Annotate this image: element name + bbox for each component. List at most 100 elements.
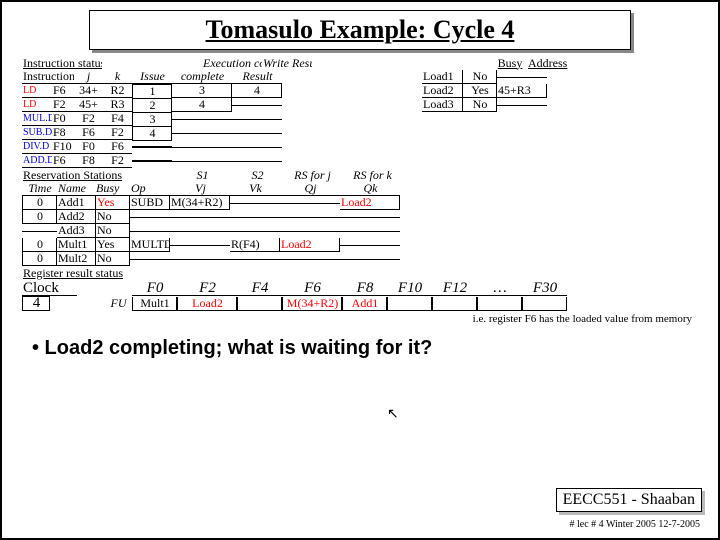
instr-write [232, 105, 282, 106]
load1-name: Load1 [422, 70, 462, 84]
rs-qk [340, 231, 400, 232]
instr-k: R2 [102, 84, 132, 98]
instr-issue: 4 [132, 126, 172, 141]
reg-hdr: F2 [177, 282, 237, 296]
load-name: Load2 [422, 84, 462, 98]
instr-exec [172, 133, 232, 134]
footer-small: # lec # 4 Winter 2005 12-7-2005 [570, 519, 701, 530]
rs-vk [230, 217, 280, 218]
reg-val [477, 297, 522, 311]
reg-val: Mult1 [132, 297, 177, 311]
rs-op: MULTD [130, 238, 170, 252]
instr-exec: 4 [172, 98, 232, 112]
instr-dst: F8 [52, 126, 74, 140]
instr-k: F2 [102, 126, 132, 140]
instr-dst: F0 [52, 112, 74, 126]
instr-k: F4 [102, 112, 132, 126]
clock-label: Clock [22, 282, 77, 296]
reg-val [387, 297, 432, 311]
rs-name: Mult1 [57, 238, 95, 252]
instr-op: MUL.D [22, 112, 52, 126]
rs-vk: Vk [230, 182, 280, 196]
rs-vk [230, 231, 280, 232]
rs-op [130, 259, 170, 260]
rs-time: 0 [22, 252, 57, 266]
rs-rsj: RS for j [282, 169, 342, 182]
res-hdr: Reservation Stations [22, 169, 132, 182]
rs-qj: Load2 [280, 238, 340, 252]
bullet-text: • Load2 completing; what is waiting for … [32, 337, 698, 360]
rs-op: SUBD [130, 196, 170, 210]
rs-vj [170, 231, 230, 232]
rs-time: 0 [22, 210, 57, 224]
rs-name: Add3 [57, 224, 95, 238]
reg-hdr: … [477, 282, 522, 296]
instr-op: LD [22, 98, 52, 112]
rs-vj [170, 259, 230, 260]
reg-hdr: F12 [432, 282, 477, 296]
rs-busy: No [95, 252, 130, 266]
rs-vk [230, 203, 280, 204]
rs-busy: Yes [95, 196, 130, 210]
reg-val [432, 297, 477, 311]
instr-op: DIV.D [22, 140, 52, 154]
instr-write [232, 133, 282, 134]
instr-dst: F2 [52, 98, 74, 112]
rs-vj [170, 245, 230, 246]
rs-name: Add1 [57, 196, 95, 210]
rs-vj [170, 217, 230, 218]
rs-qk [340, 245, 400, 246]
reg-val [237, 297, 282, 311]
rs-time: 0 [22, 196, 57, 210]
slide-title: Tomasulo Example: Cycle 4 [89, 10, 631, 50]
load1-busy: No [462, 70, 497, 84]
col-k: k [102, 70, 132, 84]
instr-op: ADD.D [22, 154, 52, 168]
instr-op: SUB.D [22, 126, 52, 140]
title-text: Tomasulo Example: Cycle 4 [206, 15, 515, 44]
col-exec2: complete [172, 70, 232, 84]
instr-issue [132, 160, 172, 162]
memory-note: i.e. register F6 has the loaded value fr… [2, 313, 692, 325]
rs-busy: No [95, 210, 130, 224]
load-addr: 45+R3 [497, 84, 547, 98]
rs-qj [280, 259, 340, 260]
col-write: Write Result [262, 57, 312, 70]
instr-exec [172, 161, 232, 162]
rs-op [130, 231, 170, 232]
load-busy: No [462, 98, 497, 112]
instr-j: F6 [74, 126, 102, 140]
arrow-annotation: ↖ [387, 406, 399, 423]
instr-status-hdr: Instruction status [22, 57, 102, 70]
reg-hdr: F6 [282, 282, 342, 296]
col-issue: Issue [132, 70, 172, 84]
instr-j: F8 [74, 154, 102, 168]
reg-hdr: F4 [237, 282, 282, 296]
footer-box: EECC551 - Shaaban [556, 488, 702, 512]
rs-rsk: RS for k [342, 169, 402, 182]
rs-qj [280, 217, 340, 218]
instr-issue: 1 [132, 84, 172, 99]
rs-name: Name [57, 182, 95, 196]
instr-k: R3 [102, 98, 132, 112]
col-instr: Instruction [22, 70, 74, 84]
rs-vj: Vj [170, 182, 230, 196]
instr-dst: F6 [52, 154, 74, 168]
footer-text: EECC551 - Shaaban [563, 491, 695, 508]
instr-dst: F10 [52, 140, 74, 154]
col-write2: Result [232, 70, 282, 84]
rs-vk [230, 259, 280, 260]
rs-time: Time [22, 182, 57, 196]
rs-qk: Load2 [340, 196, 400, 210]
rs-busy: No [95, 224, 130, 238]
rs-op [130, 217, 170, 218]
load-busy: Yes [462, 84, 497, 98]
reg-hdr: F0 [132, 282, 177, 296]
instr-issue: 2 [132, 98, 172, 113]
rs-vj: M(34+R2) [170, 196, 230, 210]
instr-write: 4 [232, 84, 282, 98]
reg-val: Load2 [177, 297, 237, 311]
instr-write [232, 119, 282, 120]
rs-s1: S1 [172, 169, 232, 182]
reg-hdr: F30 [522, 282, 567, 296]
